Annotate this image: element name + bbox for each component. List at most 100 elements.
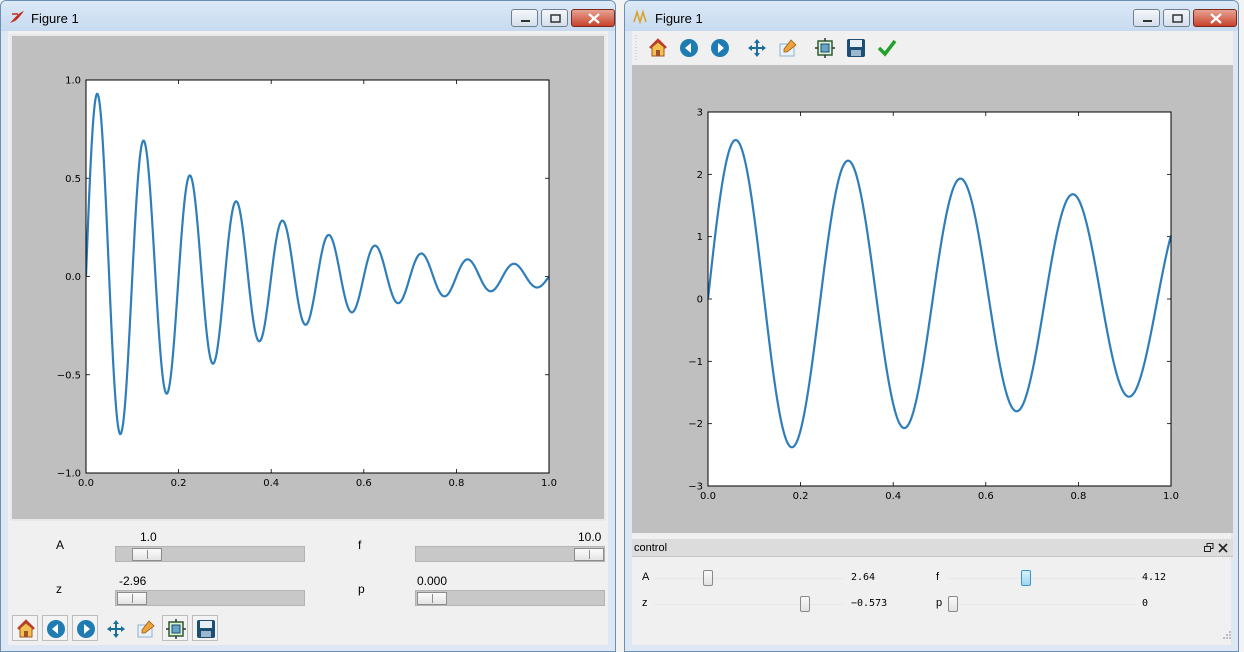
slider-label-z: z [56, 582, 62, 596]
figure-window-right: Figure 1 [624, 0, 1239, 652]
x-tick-label: 0.2 [793, 491, 809, 502]
axes-frame [707, 111, 1172, 487]
zoom-button[interactable] [132, 615, 158, 641]
slider-thumb-f[interactable] [574, 548, 604, 561]
slider-label-f: f [358, 538, 362, 552]
slider-label-p: p [936, 597, 943, 609]
slider-thumb-p[interactable] [417, 592, 447, 605]
control-dock-title: control [634, 542, 668, 554]
x-tick-label: 0.2 [171, 478, 187, 489]
forward-icon [711, 39, 729, 57]
save-button[interactable] [192, 615, 218, 641]
slider-thumb-f[interactable] [1021, 570, 1031, 586]
maximize-icon [550, 14, 561, 23]
slider-value-a: 1.0 [140, 530, 157, 544]
home-button[interactable] [12, 615, 38, 641]
x-tick-label: 0.6 [978, 491, 994, 502]
slider-thumb-a[interactable] [703, 570, 713, 586]
minimize-button[interactable] [511, 9, 538, 27]
pan-button[interactable] [102, 615, 128, 641]
slider-a[interactable] [115, 546, 305, 562]
pan-icon [748, 39, 766, 57]
back-button[interactable] [42, 615, 68, 641]
y-tick-label: 1 [697, 232, 703, 243]
home-button[interactable] [644, 34, 670, 60]
y-tick-label: 0.0 [65, 272, 81, 283]
slider-label-z: z [642, 597, 648, 609]
window-title: Figure 1 [655, 11, 703, 26]
window-content: 0.0 0.2 0.4 0.6 0.8 1.0 3 2 1 0 −1 −2 −3 control A 2… [632, 31, 1233, 645]
x-tick-label: 0.8 [1070, 491, 1086, 502]
save-icon [197, 620, 215, 638]
x-tick-label: 0.6 [356, 478, 372, 489]
resize-grip-icon[interactable] [1222, 630, 1232, 640]
x-tick-label: 1.0 [541, 478, 557, 489]
save-button[interactable] [842, 34, 868, 60]
slider-value-p: 0 [1142, 598, 1149, 609]
back-button[interactable] [675, 34, 701, 60]
slider-z[interactable] [654, 604, 844, 605]
slider-thumb-a[interactable] [132, 548, 162, 561]
series-line [86, 92, 550, 436]
title-bar[interactable]: Figure 1 [625, 1, 1238, 31]
title-bar[interactable]: Figure 1 [1, 1, 615, 31]
slider-thumb-z[interactable] [117, 592, 147, 605]
zoom-icon [137, 620, 155, 638]
subplots-button[interactable] [162, 615, 188, 641]
maximize-icon [1172, 14, 1183, 23]
save-icon [847, 39, 865, 57]
minimize-button[interactable] [1133, 9, 1160, 27]
toolbar [10, 612, 610, 646]
maximize-button[interactable] [1163, 9, 1190, 27]
pan-button[interactable] [743, 34, 769, 60]
back-icon [47, 620, 65, 638]
edit-axes-button[interactable] [873, 34, 899, 60]
slider-p[interactable] [948, 604, 1136, 605]
minimize-icon [1143, 20, 1152, 22]
slider-label-a: A [642, 571, 650, 583]
close-button[interactable] [571, 9, 615, 27]
forward-icon [77, 620, 95, 638]
control-panel: A 2.64 f 4.12 z −0.573 p 0 [632, 558, 1233, 643]
x-tick-label: 0.4 [263, 478, 279, 489]
y-tick-label: −3 [688, 482, 703, 493]
zoom-button[interactable] [774, 34, 800, 60]
slider-f[interactable] [948, 578, 1136, 579]
x-tick-label: 0.8 [448, 478, 464, 489]
forward-button[interactable] [72, 615, 98, 641]
figure-canvas[interactable]: 0.0 0.2 0.4 0.6 0.8 1.0 1.0 0.5 0.0 −0.5 −1.0 [10, 34, 606, 521]
figure-canvas[interactable]: 0.0 0.2 0.4 0.6 0.8 1.0 3 2 1 0 −1 −2 −3 [632, 65, 1233, 533]
series-line [708, 138, 1173, 449]
y-tick-label: 1.0 [65, 76, 81, 87]
zoom-icon [779, 39, 797, 57]
x-tick-label: 0.4 [885, 491, 901, 502]
pan-icon [107, 620, 125, 638]
x-tick-label: 1.0 [1163, 491, 1179, 502]
close-button[interactable] [1193, 9, 1237, 27]
y-tick-label: −1 [688, 357, 703, 368]
chart-left: 0.0 0.2 0.4 0.6 0.8 1.0 1.0 0.5 0.0 −0.5 −1.0 [57, 76, 557, 490]
y-tick-label: 2 [697, 170, 703, 181]
slider-thumb-z[interactable] [800, 596, 810, 612]
slider-a[interactable] [654, 578, 844, 579]
close-dock-icon[interactable] [1218, 543, 1228, 553]
toolbar-grip[interactable] [635, 35, 638, 61]
slider-value-a: 2.64 [851, 572, 876, 583]
float-dock-icon[interactable] [1204, 543, 1214, 553]
slider-f[interactable] [415, 546, 605, 562]
axes-background [708, 112, 1171, 486]
slider-thumb-p[interactable] [948, 596, 958, 612]
subplots-button[interactable] [811, 34, 837, 60]
slider-p[interactable] [415, 590, 605, 606]
slider-label-f: f [936, 571, 940, 583]
slider-value-p: 0.000 [417, 574, 448, 588]
slider-z[interactable] [115, 590, 305, 606]
chart-right: 0.0 0.2 0.4 0.6 0.8 1.0 3 2 1 0 −1 −2 −3 [688, 108, 1179, 503]
y-tick-label: −1.0 [57, 469, 81, 480]
subplots-icon [166, 619, 186, 639]
x-tick-label: 0.0 [78, 478, 94, 489]
control-dock-titlebar[interactable]: control [632, 539, 1233, 557]
forward-button[interactable] [706, 34, 732, 60]
maximize-button[interactable] [541, 9, 568, 27]
axes-frame [85, 79, 550, 474]
